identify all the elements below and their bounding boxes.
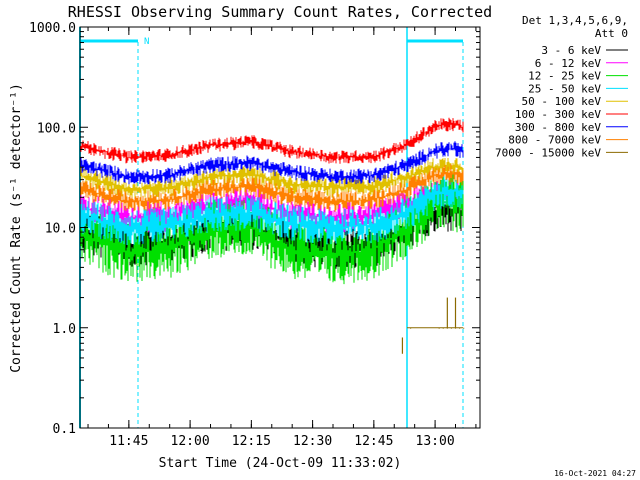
legend-header-2: Att 0: [595, 27, 628, 40]
x-tick-label: 12:45: [354, 434, 393, 449]
series-line: [80, 164, 464, 212]
series-line: [80, 117, 464, 164]
x-tick-label: 12:00: [171, 434, 210, 449]
x-axis-label: Start Time (24-Oct-09 11:33:02): [159, 456, 402, 471]
legend-label: 7000 - 15000 keV: [495, 146, 601, 159]
x-tick-label: 12:30: [293, 434, 332, 449]
legend-label: 6 - 12 keV: [535, 57, 602, 70]
y-tick-label: 0.1: [53, 422, 76, 437]
legend-label: 800 - 7000 keV: [508, 134, 601, 147]
x-tick-label: 13:00: [416, 434, 455, 449]
series-9: [401, 297, 465, 354]
series-line: [80, 141, 464, 185]
y-tick-label: 1.0: [53, 322, 76, 337]
legend-label: 12 - 25 keV: [528, 70, 601, 83]
legend-label: 50 - 100 keV: [522, 95, 602, 108]
y-tick-label: 10.0: [45, 222, 76, 237]
y-axis: 0.1 1.0 10.0 100.0 1000.0: [29, 21, 480, 437]
legend-header-1: Det 1,3,4,5,6,9,: [522, 14, 628, 27]
series-6: [80, 117, 464, 164]
series-layer: [80, 117, 465, 354]
series-5: [80, 158, 464, 199]
series-line: [80, 158, 464, 199]
legend-label: 25 - 50 keV: [528, 82, 601, 95]
x-tick-label: 12:15: [232, 434, 271, 449]
series-line: [80, 173, 464, 245]
series-4: [80, 173, 464, 245]
x-tick-label: 11:45: [109, 434, 148, 449]
y-axis-label: Corrected Count Rate (s⁻¹ detector⁻¹): [9, 83, 24, 373]
y-tick-label: 1000.0: [29, 21, 76, 36]
x-axis: 11:45 12:00 12:15 12:30 12:45 13:00: [87, 27, 477, 449]
legend-label: 3 - 6 keV: [541, 44, 601, 57]
series-7: [80, 141, 464, 185]
legend-label: 100 - 300 keV: [515, 108, 601, 121]
footer-timestamp: 16-Oct-2021 04:27: [554, 469, 636, 478]
chart-title: RHESSI Observing Summary Count Rates, Co…: [68, 3, 492, 21]
legend-label: 300 - 800 keV: [515, 121, 601, 134]
series-8: [80, 164, 464, 212]
y-tick-label: 100.0: [37, 121, 76, 136]
flag-label: N: [144, 37, 149, 47]
